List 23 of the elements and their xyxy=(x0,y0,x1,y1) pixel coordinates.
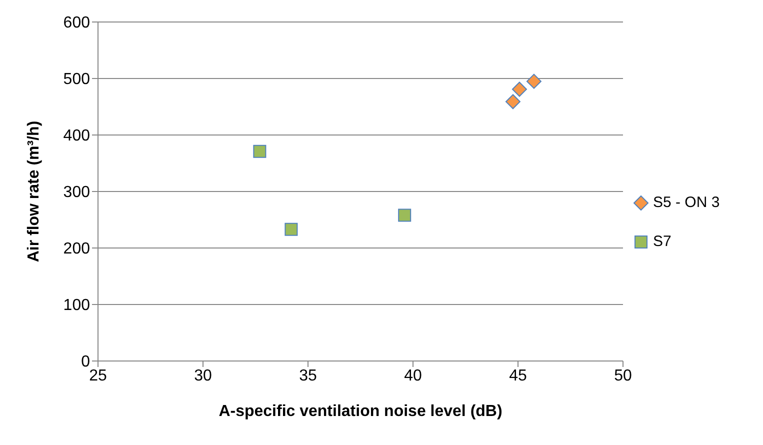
point xyxy=(512,82,527,97)
point xyxy=(284,222,298,236)
point xyxy=(505,94,520,110)
x-axis-title: A-specific ventilation noise level (dB) xyxy=(218,403,502,420)
y-tick-label: 400 xyxy=(63,128,90,145)
x-tick-label: 50 xyxy=(614,367,632,384)
x-tick-label: 45 xyxy=(509,367,527,384)
y-tick-label: 300 xyxy=(63,184,90,202)
x-tick-label: 40 xyxy=(404,367,422,384)
point xyxy=(398,208,412,222)
legend-label: S7 xyxy=(653,233,672,250)
point xyxy=(253,144,266,158)
y-tick-label: 0 xyxy=(81,354,90,371)
y-tick-label: 500 xyxy=(63,71,90,88)
y-tick-label: 600 xyxy=(63,14,90,32)
point xyxy=(526,74,542,89)
legend-label: S5 - ON 3 xyxy=(653,194,720,211)
x-tick-label: 30 xyxy=(194,367,212,384)
y-tick-label: 100 xyxy=(63,297,90,314)
y-axis-title: Air flow rate (m³/h) xyxy=(26,120,43,262)
y-tick-label: 200 xyxy=(63,240,90,258)
x-tick-label: 25 xyxy=(89,367,107,384)
x-tick-label: 35 xyxy=(299,367,317,384)
